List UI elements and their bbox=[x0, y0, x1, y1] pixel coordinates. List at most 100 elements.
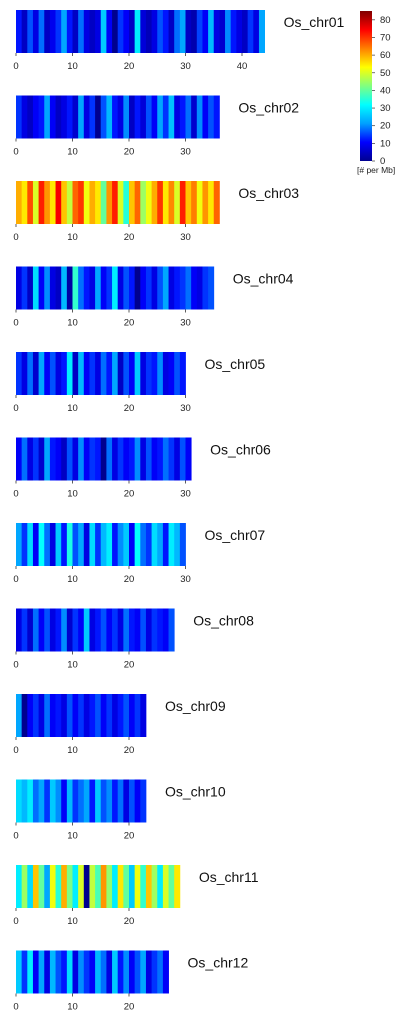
density-bin bbox=[66, 95, 73, 139]
density-bin bbox=[89, 523, 96, 566]
density-bin bbox=[140, 437, 147, 481]
x-tick-label: 20 bbox=[124, 745, 135, 756]
density-bin bbox=[16, 181, 23, 224]
density-bin bbox=[134, 950, 141, 994]
density-bin bbox=[78, 181, 85, 224]
density-bin bbox=[55, 608, 62, 652]
x-tick-label: 0 bbox=[13, 1002, 18, 1013]
x-tick-label: 20 bbox=[124, 574, 135, 585]
x-tick-label: 20 bbox=[124, 1002, 135, 1013]
density-bin bbox=[27, 95, 34, 139]
density-bin bbox=[106, 694, 113, 737]
density-bin bbox=[174, 10, 181, 53]
density-bin bbox=[145, 181, 152, 224]
density-bin bbox=[157, 352, 164, 395]
chromosome-panel-1: Os_chr01 0 10 20 30 40 bbox=[13, 10, 345, 72]
density-bin bbox=[49, 181, 56, 224]
density-bin bbox=[140, 266, 147, 310]
density-bin bbox=[55, 352, 62, 395]
density-bin bbox=[242, 10, 249, 53]
x-tick-label: 0 bbox=[13, 61, 18, 72]
density-bin bbox=[258, 10, 265, 53]
density-bin bbox=[123, 950, 130, 994]
density-bin bbox=[162, 181, 169, 224]
chromosome-label: Os_chr07 bbox=[205, 527, 266, 543]
density-bin bbox=[21, 437, 28, 481]
density-bin bbox=[185, 437, 192, 481]
density-bin bbox=[55, 437, 62, 481]
density-bin bbox=[236, 10, 243, 53]
x-tick-label: 20 bbox=[124, 660, 135, 671]
density-bin bbox=[117, 10, 124, 53]
density-bin bbox=[106, 10, 113, 53]
density-bin bbox=[117, 950, 124, 994]
density-bin bbox=[72, 779, 79, 823]
colorbar-tick-label: 10 bbox=[380, 138, 391, 149]
density-bin bbox=[78, 694, 85, 737]
colorbar-gradient bbox=[360, 11, 372, 161]
density-bin bbox=[72, 950, 79, 994]
density-bin bbox=[16, 95, 23, 139]
density-bin bbox=[123, 694, 130, 737]
x-tick-label: 0 bbox=[13, 660, 18, 671]
density-bin bbox=[27, 694, 34, 737]
x-tick-label: 0 bbox=[13, 745, 18, 756]
x-tick-label: 0 bbox=[13, 916, 18, 927]
density-bin bbox=[129, 266, 136, 310]
density-bin bbox=[100, 950, 107, 994]
density-bin bbox=[174, 352, 181, 395]
density-bin bbox=[38, 95, 45, 139]
density-bin bbox=[49, 352, 56, 395]
density-bin bbox=[49, 694, 56, 737]
density-bin bbox=[95, 266, 102, 310]
density-bin bbox=[162, 523, 169, 566]
density-bin bbox=[83, 950, 90, 994]
density-bin bbox=[134, 266, 141, 310]
x-tick-label: 20 bbox=[124, 403, 135, 414]
density-bin bbox=[44, 437, 51, 481]
density-bin bbox=[95, 181, 102, 224]
density-bin bbox=[95, 865, 102, 908]
density-bin bbox=[112, 181, 119, 224]
density-bin bbox=[27, 10, 34, 53]
colorbar: 0 10 20 30 40 50 60 70 80 [# per Mb] bbox=[357, 11, 395, 175]
density-bin bbox=[66, 523, 73, 566]
chromosome-label: Os_chr09 bbox=[165, 698, 226, 714]
chromosome-panel-10: Os_chr10 0 10 20 bbox=[13, 779, 226, 842]
density-bin bbox=[129, 10, 136, 53]
density-bin bbox=[27, 266, 34, 310]
density-bin bbox=[213, 95, 220, 139]
density-bin bbox=[174, 523, 181, 566]
density-bin bbox=[83, 10, 90, 53]
density-bin bbox=[162, 266, 169, 310]
density-bin bbox=[32, 352, 39, 395]
density-bin bbox=[21, 950, 28, 994]
density-bin bbox=[21, 523, 28, 566]
density-bin bbox=[89, 608, 96, 652]
density-bin bbox=[38, 10, 45, 53]
density-bin bbox=[27, 950, 34, 994]
density-bin bbox=[32, 10, 39, 53]
density-bin bbox=[151, 608, 158, 652]
density-bin bbox=[117, 352, 124, 395]
density-bin bbox=[66, 181, 73, 224]
density-bin bbox=[27, 181, 34, 224]
density-bin bbox=[78, 865, 85, 908]
x-tick-label: 10 bbox=[67, 403, 78, 414]
density-bin bbox=[112, 950, 119, 994]
density-bin bbox=[185, 266, 192, 310]
x-tick-label: 30 bbox=[180, 232, 191, 243]
density-bin bbox=[44, 523, 51, 566]
density-bin bbox=[112, 865, 119, 908]
density-bin bbox=[123, 865, 130, 908]
density-bin bbox=[61, 523, 68, 566]
density-bin bbox=[21, 181, 28, 224]
density-bin bbox=[38, 181, 45, 224]
density-bin bbox=[61, 181, 68, 224]
density-bin bbox=[134, 608, 141, 652]
density-bin bbox=[89, 266, 96, 310]
chromosome-label: Os_chr11 bbox=[199, 869, 259, 885]
density-bin bbox=[134, 181, 141, 224]
density-bin bbox=[112, 779, 119, 823]
density-bin bbox=[95, 523, 102, 566]
